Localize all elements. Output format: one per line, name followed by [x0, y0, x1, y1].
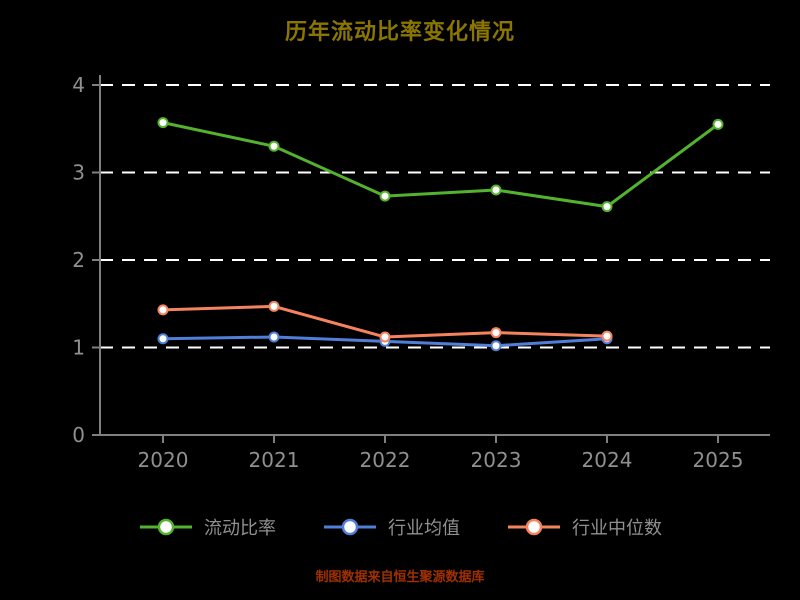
legend-marker-icon — [508, 518, 560, 536]
data-point — [268, 300, 280, 312]
chart-legend: 流动比率 行业均值 行业中位数 — [0, 514, 800, 540]
data-point — [157, 333, 169, 345]
legend-label: 流动比率 — [204, 518, 276, 539]
series-line — [162, 121, 719, 209]
data-point — [268, 140, 280, 152]
x-tick-label: 2021 — [249, 448, 300, 468]
data-point — [490, 327, 502, 339]
legend-label: 行业均值 — [388, 518, 460, 539]
data-point — [601, 201, 613, 213]
x-tick-label: 2023 — [471, 448, 522, 468]
legend-marker-icon — [140, 518, 192, 536]
data-point — [379, 331, 391, 343]
legend-label: 行业中位数 — [572, 518, 662, 539]
x-tick-label: 2020 — [138, 448, 189, 468]
chart-title: 历年流动比率变化情况 — [284, 20, 515, 45]
y-tick-label: 1 — [72, 336, 85, 360]
x-tick-label: 2022 — [360, 448, 411, 468]
x-tick-label: 2024 — [582, 448, 633, 468]
y-tick-label: 4 — [72, 73, 85, 97]
data-point — [157, 304, 169, 316]
data-point — [490, 340, 502, 352]
data-point — [379, 190, 391, 202]
legend-marker-icon — [324, 518, 376, 536]
y-tick-label: 3 — [72, 161, 85, 185]
legend-item: 行业均值 — [322, 514, 460, 540]
data-point — [601, 330, 613, 342]
legend-item: 流动比率 — [138, 514, 276, 540]
line-chart: 0 1 2 3 4 2020 2021 2022 2023 2024 2025 — [72, 73, 770, 468]
y-tick-label: 2 — [72, 248, 85, 272]
data-point — [490, 184, 502, 196]
legend-item: 行业中位数 — [506, 514, 662, 540]
data-point — [157, 117, 169, 129]
data-point — [268, 331, 280, 343]
y-tick-label: 0 — [72, 423, 85, 447]
data-point — [712, 118, 724, 130]
x-tick-label: 2025 — [693, 448, 744, 468]
chart-footer: 制图数据来自恒生聚源数据库 — [315, 570, 485, 585]
